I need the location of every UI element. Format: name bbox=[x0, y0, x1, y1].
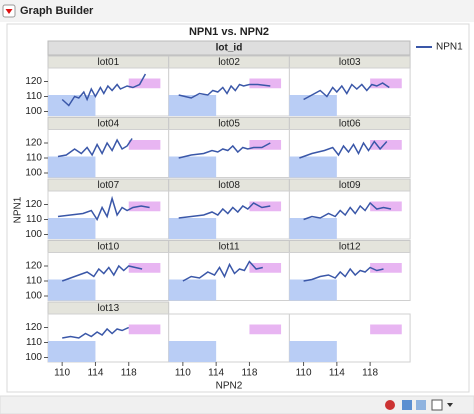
region bbox=[289, 156, 337, 178]
region bbox=[168, 218, 217, 239]
data-line bbox=[57, 138, 133, 158]
region bbox=[48, 279, 96, 301]
region bbox=[168, 156, 217, 178]
region bbox=[249, 78, 282, 89]
data-line bbox=[182, 260, 263, 282]
data-line bbox=[178, 83, 271, 99]
option-box[interactable] bbox=[431, 399, 443, 411]
data-line bbox=[61, 264, 143, 282]
panel-label: lot02 bbox=[218, 57, 240, 68]
region bbox=[249, 324, 282, 335]
x-axis-label: NPN2 bbox=[216, 381, 243, 392]
red-triangle bbox=[5, 9, 13, 14]
region bbox=[289, 95, 337, 116]
x-tick-label: 110 bbox=[175, 368, 191, 379]
region bbox=[289, 279, 337, 301]
data-line bbox=[303, 266, 384, 282]
region bbox=[128, 78, 161, 89]
panel-label: lot13 bbox=[98, 303, 120, 314]
x-tick-label: 110 bbox=[296, 368, 312, 379]
region bbox=[168, 341, 217, 362]
panel-label: lot03 bbox=[339, 57, 361, 68]
x-tick-label: 114 bbox=[87, 368, 103, 379]
y-tick-label: 120 bbox=[25, 261, 42, 272]
panel-label: lot04 bbox=[98, 119, 120, 130]
panel-label: lot07 bbox=[98, 180, 120, 191]
region bbox=[48, 218, 96, 239]
facet-label: lot_id bbox=[216, 43, 243, 54]
panel-label: lot06 bbox=[339, 119, 361, 130]
y-tick-label: 100 bbox=[25, 106, 42, 117]
panel-label: lot01 bbox=[98, 57, 120, 68]
chart-title: NPN1 vs. NPN2 bbox=[189, 26, 269, 38]
dropdown-arrow[interactable] bbox=[447, 403, 453, 407]
y-tick-label: 100 bbox=[25, 168, 42, 179]
region bbox=[48, 156, 96, 178]
y-tick-label: 120 bbox=[25, 138, 42, 149]
region bbox=[289, 341, 337, 362]
region bbox=[249, 263, 282, 273]
data-line bbox=[57, 195, 150, 222]
select-icon[interactable] bbox=[416, 400, 426, 410]
y-tick-label: 100 bbox=[25, 229, 42, 240]
x-tick-label: 110 bbox=[54, 368, 70, 379]
region bbox=[370, 201, 402, 212]
status-bar bbox=[0, 395, 474, 414]
panel-label: lot10 bbox=[98, 242, 120, 253]
region bbox=[128, 263, 161, 273]
x-tick-label: 118 bbox=[362, 368, 378, 379]
x-tick-label: 114 bbox=[329, 368, 345, 379]
window-title: Graph Builder bbox=[20, 5, 94, 17]
region bbox=[128, 140, 161, 150]
region bbox=[48, 341, 96, 362]
panel-label: lot09 bbox=[339, 180, 361, 191]
y-tick-label: 100 bbox=[25, 352, 42, 363]
x-tick-label: 118 bbox=[241, 368, 257, 379]
region bbox=[370, 140, 402, 150]
y-tick-label: 120 bbox=[25, 76, 42, 87]
panel-label: lot11 bbox=[219, 242, 240, 253]
data-line bbox=[303, 201, 392, 221]
y-tick-label: 110 bbox=[26, 153, 42, 164]
data-line bbox=[303, 82, 390, 101]
region bbox=[370, 324, 402, 335]
y-tick-label: 110 bbox=[26, 214, 42, 225]
y-tick-label: 110 bbox=[26, 337, 42, 348]
data-line bbox=[178, 142, 271, 159]
title-bar bbox=[0, 0, 474, 22]
x-tick-label: 114 bbox=[208, 368, 224, 379]
region bbox=[168, 95, 217, 116]
stop-icon[interactable] bbox=[385, 400, 395, 410]
panel-label: lot08 bbox=[218, 180, 240, 191]
data-line bbox=[61, 73, 147, 107]
data-line bbox=[299, 140, 388, 159]
y-tick-label: 110 bbox=[26, 276, 42, 287]
region bbox=[128, 324, 161, 335]
panel-label: lot12 bbox=[339, 242, 361, 253]
legend-label: NPN1 bbox=[436, 42, 463, 53]
region bbox=[370, 78, 402, 89]
region bbox=[289, 218, 337, 239]
y-axis-label: NPN1 bbox=[13, 196, 24, 223]
nav-icon[interactable] bbox=[402, 400, 412, 410]
y-tick-label: 120 bbox=[25, 322, 42, 333]
region bbox=[370, 263, 402, 273]
panel-label: lot05 bbox=[218, 119, 240, 130]
data-line bbox=[62, 326, 130, 339]
y-tick-label: 100 bbox=[25, 291, 42, 302]
data-line bbox=[178, 202, 271, 219]
region bbox=[48, 95, 96, 116]
y-tick-label: 120 bbox=[25, 199, 42, 210]
facet-header bbox=[47, 40, 411, 56]
y-tick-label: 110 bbox=[26, 91, 42, 102]
region bbox=[168, 279, 217, 301]
x-tick-label: 118 bbox=[121, 368, 137, 379]
